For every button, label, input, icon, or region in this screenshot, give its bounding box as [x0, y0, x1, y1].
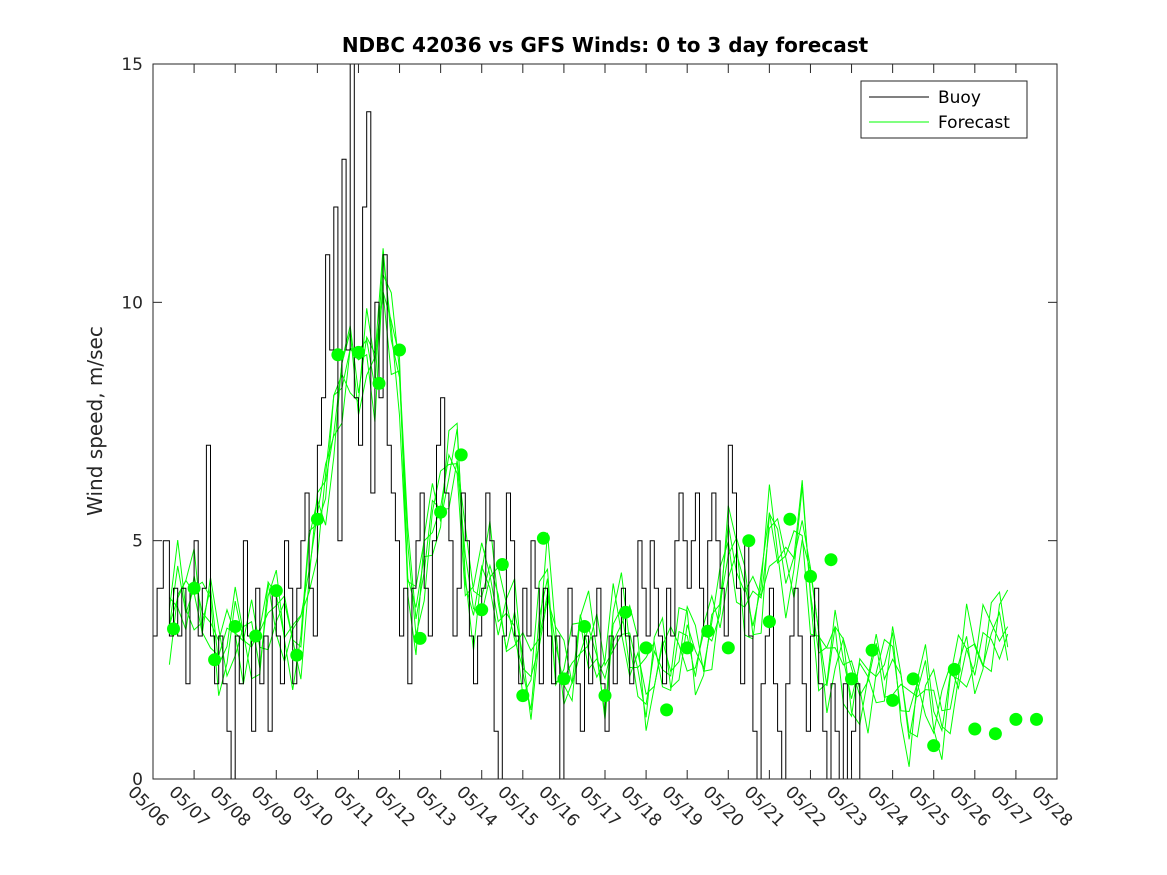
forecast-marker: [1009, 712, 1023, 726]
plot-area: [153, 64, 1057, 779]
forecast-marker: [413, 631, 427, 645]
forecast-marker: [762, 615, 776, 629]
forecast-marker: [783, 512, 797, 526]
y-tick-label: 15: [121, 55, 143, 75]
forecast-marker: [475, 603, 489, 617]
forecast-marker: [742, 534, 756, 548]
forecast-marker: [680, 641, 694, 655]
forecast-marker: [988, 727, 1002, 741]
forecast-marker: [269, 584, 283, 598]
chart-title: NDBC 42036 vs GFS Winds: 0 to 3 day fore…: [342, 33, 869, 57]
forecast-marker: [310, 512, 324, 526]
y-tick-label: 0: [132, 770, 143, 790]
forecast-marker: [804, 569, 817, 583]
forecast-marker: [598, 689, 612, 703]
forecast-marker: [331, 348, 345, 362]
forecast-marker: [290, 648, 304, 662]
forecast-marker: [495, 558, 509, 571]
forecast-marker: [167, 622, 180, 636]
forecast-marker: [352, 345, 365, 359]
y-tick-label: 10: [121, 293, 143, 313]
forecast-marker: [434, 505, 448, 519]
y-axis-label: Wind speed, m/sec: [83, 326, 107, 516]
forecast-marker: [721, 641, 735, 655]
forecast-marker: [968, 722, 982, 736]
forecast-marker: [660, 703, 674, 717]
forecast-marker: [845, 672, 858, 686]
forecast-marker: [228, 620, 242, 633]
forecast-marker: [619, 605, 632, 619]
forecast-marker: [393, 343, 406, 357]
forecast-marker: [516, 689, 530, 703]
y-axis: 0 5 10 15: [121, 55, 1057, 790]
y-tick-label: 5: [132, 532, 143, 552]
forecast-marker: [865, 643, 879, 657]
forecast-marker: [187, 581, 201, 595]
forecast-marker: [557, 672, 571, 686]
forecast-marker: [701, 624, 715, 638]
forecast-marker: [906, 672, 920, 686]
forecast-marker: [927, 739, 941, 753]
forecast-marker: [947, 662, 961, 676]
legend-buoy-label: Buoy: [938, 88, 981, 108]
forecast-marker: [639, 641, 653, 655]
forecast-marker: [208, 653, 222, 667]
legend: Buoy Forecast: [860, 80, 1028, 139]
forecast-marker: [1030, 712, 1043, 726]
forecast-marker: [249, 629, 263, 643]
forecast-marker: [536, 531, 550, 545]
forecast-marker: [824, 553, 838, 567]
forecast-marker: [454, 448, 468, 462]
legend-forecast-label: Forecast: [938, 113, 1010, 133]
forecast-marker: [886, 693, 900, 707]
forecast-marker: [372, 376, 386, 390]
marker-layer: [167, 343, 1043, 753]
forecast-marker: [578, 620, 591, 633]
legend-box: [860, 80, 1028, 139]
